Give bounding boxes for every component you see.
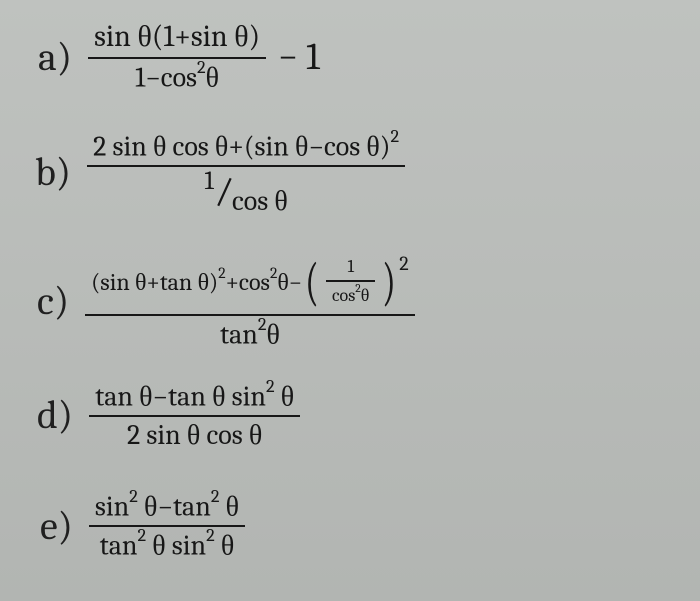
inner-num: 1 [341,255,360,280]
den: 1−cos2θ [129,59,225,96]
expr-c: (sin θ+tan θ)2+cos2θ− ( 1 cos2θ ) 2 tan2… [81,250,419,352]
den: 1 ⁄ cos θ [198,167,293,217]
num: sin2 θ−tan2 θ [89,488,245,525]
expr-b: 2 sin θ cos θ+(sin θ−cos θ)2 1 ⁄ cos θ [83,128,409,217]
right-paren-icon: ) [382,253,396,313]
label-d: d) [37,392,73,438]
num: 2 sin θ cos θ+(sin θ−cos θ)2 [87,128,405,165]
literal-1: 1 [306,35,320,79]
label-b: b) [35,149,71,195]
frac-d: tan θ−tan θ sin2 θ 2 sin θ cos θ [89,378,300,453]
slash-frac: 1 ⁄ cos θ [204,169,287,215]
slash-den: cos θ [232,185,288,217]
label-e: e) [40,503,73,549]
frac-b: 2 sin θ cos θ+(sin θ−cos θ)2 1 ⁄ cos θ [87,128,405,217]
item-b: b) 2 sin θ cos θ+(sin θ−cos θ)2 1 ⁄ cos … [35,128,409,217]
item-d: d) tan θ−tan θ sin2 θ 2 sin θ cos θ [37,378,304,453]
slash-icon: ⁄ [212,169,234,215]
left-paren-icon: ( [305,253,319,313]
item-c: c) (sin θ+tan θ)2+cos2θ− ( 1 cos2θ ) 2 t… [37,250,419,352]
expr-d: tan θ−tan θ sin2 θ 2 sin θ cos θ [85,378,304,453]
frac-e: sin2 θ−tan2 θ tan2 θ sin2 θ [89,488,245,563]
num: (sin θ+tan θ)2+cos2θ− ( 1 cos2θ ) 2 [85,250,415,314]
expr-a: sin θ(1+sin θ) 1−cos2θ − 1 [84,18,320,95]
num: sin θ(1+sin θ) [88,18,266,57]
math-problem-list: { "background_color": "#b8bbb8", "text_c… [0,0,700,601]
slash-num: 1 [204,167,213,197]
outer-sup: 2 [399,252,408,275]
frac-a: sin θ(1+sin θ) 1−cos2θ [88,18,266,95]
num: tan θ−tan θ sin2 θ [89,378,300,415]
minus-op: − [270,36,306,77]
item-e: e) sin2 θ−tan2 θ tan2 θ sin2 θ [40,488,249,563]
paren-group: ( 1 cos2θ ) 2 [302,252,409,312]
inner-frac: 1 cos2θ [326,255,375,308]
den: tan2 θ sin2 θ [94,527,241,564]
label-a: a) [38,34,72,80]
den: tan2θ [214,316,286,353]
num-text: (sin θ+tan θ)2+cos2θ− [91,268,302,297]
label-c: c) [37,278,69,324]
frac-c: (sin θ+tan θ)2+cos2θ− ( 1 cos2θ ) 2 tan2… [85,250,415,352]
den: 2 sin θ cos θ [121,417,268,453]
inner-den: cos2θ [326,282,375,309]
item-a: a) sin θ(1+sin θ) 1−cos2θ − 1 [38,18,320,95]
expr-e: sin2 θ−tan2 θ tan2 θ sin2 θ [85,488,249,563]
